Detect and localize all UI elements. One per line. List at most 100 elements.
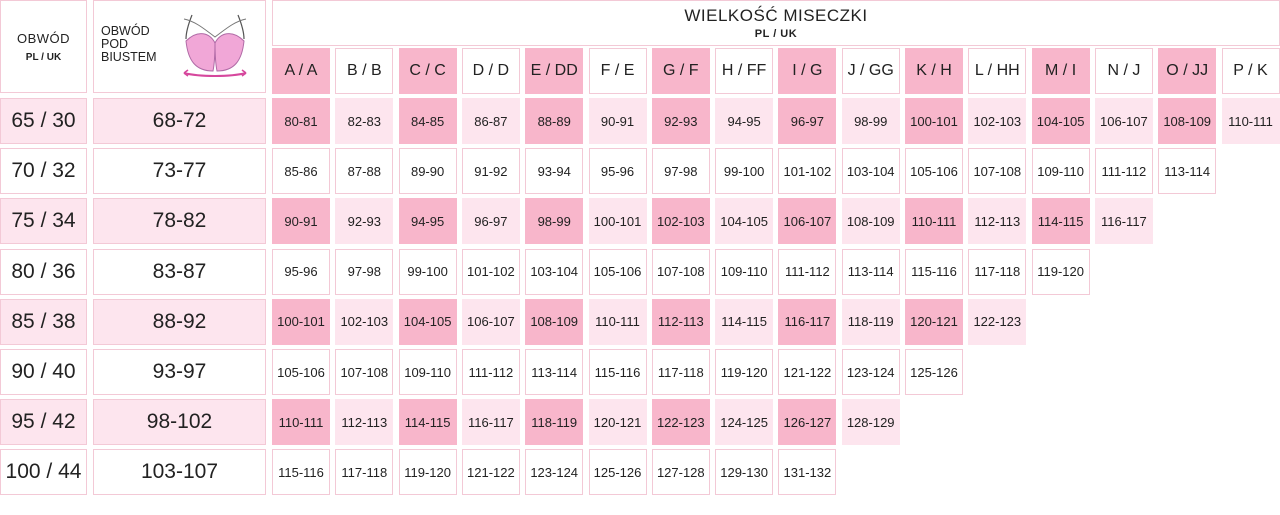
bust-range-cell: 111-112 (778, 248, 837, 295)
bust-range-cell: 125-126 (905, 349, 963, 395)
bust-range-cell: 100-101 (905, 98, 963, 144)
underbust-title-line2: POD (101, 37, 129, 51)
bust-range-cell: 105-106 (588, 248, 647, 295)
bust-range-cell: 115-116 (272, 449, 330, 496)
bust-range-cell: 117-118 (968, 248, 1027, 295)
bust-range-cell: 95-96 (272, 248, 330, 295)
cup-label: P / K (1221, 48, 1280, 94)
bust-range-cell: 87-88 (335, 148, 394, 195)
bust-range-cell: 125-126 (588, 449, 647, 496)
bust-range-cell: 120-121 (588, 399, 647, 446)
bust-range-cell: 102-103 (968, 98, 1027, 144)
underbust-cell: 98-102 (93, 399, 266, 446)
cup-label: H / FF (715, 48, 774, 94)
band-size-cell: 95 / 42 (0, 399, 87, 446)
underbust-title-line1: OBWÓD (101, 24, 150, 38)
bust-range-cell: 127-128 (651, 449, 710, 496)
cup-label: K / H (905, 48, 963, 94)
band-size-cell: 85 / 38 (0, 298, 87, 345)
cup-label: G / F (651, 48, 710, 94)
bust-range-cell: 84-85 (398, 98, 457, 144)
underbust-title: OBWÓD POD BIUSTEM (101, 25, 157, 64)
bust-range-cell: 102-103 (335, 298, 394, 345)
bust-range-cell: 112-113 (335, 399, 394, 446)
bust-range-cell: 107-108 (651, 248, 710, 295)
bust-range-cell: 124-125 (715, 399, 774, 446)
bust-range-cell: 122-123 (651, 399, 710, 446)
band-size-header: OBWÓD PL / UK (0, 0, 87, 93)
bust-range-cell: 106-107 (461, 298, 520, 345)
band-size-cell: 80 / 36 (0, 248, 87, 295)
bust-range-cell: 106-107 (1094, 98, 1153, 144)
bust-range-cell: 114-115 (1031, 198, 1090, 245)
bust-range-cell: 129-130 (715, 449, 774, 496)
underbust-cell: 78-82 (93, 198, 266, 245)
band-size-cell: 65 / 30 (0, 98, 87, 144)
bust-range-cell: 97-98 (651, 148, 710, 195)
underbust-cell: 73-77 (93, 148, 266, 195)
bust-range-cell: 103-104 (525, 248, 584, 295)
bust-range-cell: 104-105 (715, 198, 774, 245)
bust-range-cell: 117-118 (651, 349, 710, 395)
bust-range-cell: 113-114 (1158, 148, 1217, 195)
bra-icon (183, 14, 247, 77)
bust-range-cell: 113-114 (525, 349, 584, 395)
bust-range-cell: 100-101 (272, 298, 330, 345)
bust-range-cell: 80-81 (272, 98, 330, 144)
bust-range-cell: 108-109 (841, 198, 900, 245)
bust-range-cell: 107-108 (335, 349, 394, 395)
bust-range-cell: 85-86 (272, 148, 330, 195)
band-size-cell: 70 / 32 (0, 148, 87, 195)
underbust-cell: 88-92 (93, 298, 266, 345)
bust-range-cell: 112-113 (651, 298, 710, 345)
cup-label: F / E (588, 48, 647, 94)
bust-range-cell: 121-122 (461, 449, 520, 496)
underbust-title-line3: BIUSTEM (101, 50, 157, 64)
bust-range-cell: 116-117 (461, 399, 520, 446)
cup-label: D / D (461, 48, 520, 94)
bust-range-cell: 109-110 (398, 349, 457, 395)
underbust-cell: 103-107 (93, 449, 266, 496)
bust-range-cell: 101-102 (461, 248, 520, 295)
band-size-cell: 75 / 34 (0, 198, 87, 245)
bust-range-cell: 108-109 (525, 298, 584, 345)
bust-range-cell: 123-124 (841, 349, 900, 395)
bust-range-cell: 131-132 (778, 449, 837, 496)
cup-size-header: WIELKOŚĆ MISECZKI PL / UK (272, 0, 1280, 46)
bust-range-cell: 107-108 (968, 148, 1027, 195)
bust-range-cell: 118-119 (525, 399, 584, 446)
bust-range-cell: 116-117 (778, 298, 837, 345)
bust-range-cell: 115-116 (588, 349, 647, 395)
bust-range-cell: 116-117 (1094, 198, 1153, 245)
cup-label: C / C (398, 48, 457, 94)
bust-range-cell: 102-103 (651, 198, 710, 245)
band-size-subtitle: PL / UK (25, 51, 62, 63)
bust-range-cell: 86-87 (461, 98, 520, 144)
bust-range-cell: 97-98 (335, 248, 394, 295)
bust-range-cell: 110-111 (905, 198, 963, 245)
cup-label: E / DD (525, 48, 584, 94)
bust-range-cell: 99-100 (715, 148, 774, 195)
cup-size-title: WIELKOŚĆ MISECZKI (684, 6, 868, 25)
cup-label: L / HH (968, 48, 1027, 94)
bust-range-cell: 123-124 (525, 449, 584, 496)
bust-range-cell: 110-111 (588, 298, 647, 345)
bust-range-cell: 128-129 (841, 399, 900, 446)
bust-range-cell: 94-95 (715, 98, 774, 144)
cup-label: A / A (272, 48, 330, 94)
bust-range-cell: 89-90 (398, 148, 457, 195)
bust-range-cell: 104-105 (1031, 98, 1090, 144)
bust-range-cell: 96-97 (778, 98, 837, 144)
bust-range-cell: 82-83 (335, 98, 394, 144)
bust-range-cell: 111-112 (1094, 148, 1153, 195)
bust-range-cell: 115-116 (905, 248, 963, 295)
bust-range-cell: 122-123 (968, 298, 1027, 345)
cup-label: I / G (778, 48, 837, 94)
bust-range-cell: 119-120 (1031, 248, 1090, 295)
bust-range-cell: 110-111 (1221, 98, 1280, 144)
bust-range-cell: 92-93 (335, 198, 394, 245)
bust-range-cell: 98-99 (525, 198, 584, 245)
bust-range-cell: 108-109 (1158, 98, 1217, 144)
cup-label: N / J (1094, 48, 1153, 94)
bust-range-cell: 92-93 (651, 98, 710, 144)
